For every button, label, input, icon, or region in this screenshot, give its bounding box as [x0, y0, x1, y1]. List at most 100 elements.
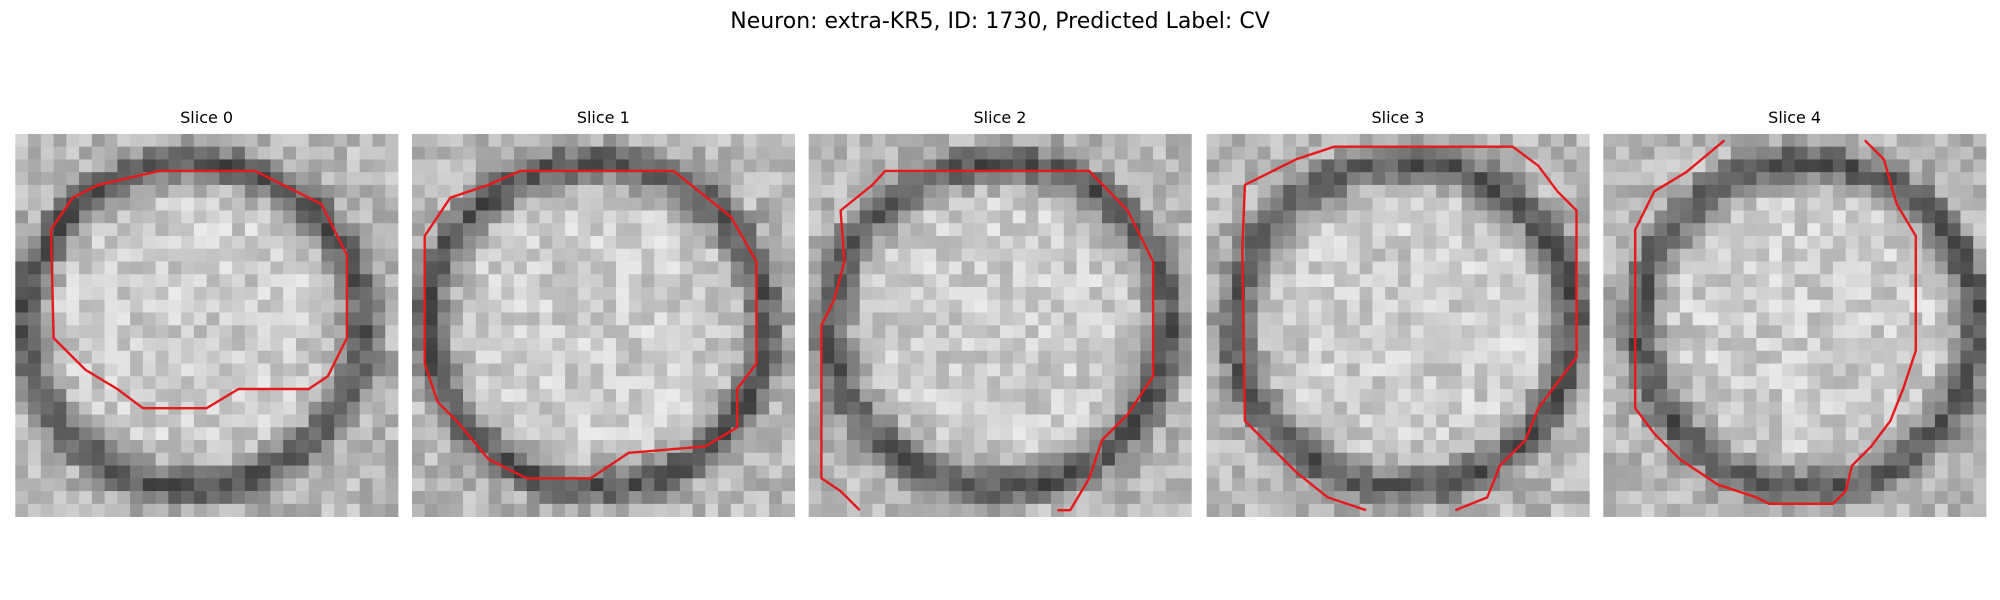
pixel [743, 452, 757, 466]
pixel [577, 184, 591, 199]
pixel [142, 223, 157, 237]
pixel [1385, 197, 1399, 211]
pixel [616, 286, 630, 301]
pixel [283, 427, 297, 441]
pixel [628, 452, 642, 466]
pixel [232, 350, 246, 364]
pixel [283, 478, 297, 492]
pixel [1308, 223, 1322, 237]
pixel [1334, 274, 1348, 288]
pixel [346, 286, 361, 301]
pixel [463, 133, 477, 148]
pixel [1883, 427, 1898, 441]
pixel [897, 146, 912, 160]
pixel [1781, 286, 1796, 301]
pixel [1487, 172, 1501, 186]
pixel [334, 261, 348, 275]
pixel [872, 197, 886, 211]
pixel [15, 465, 29, 479]
pixel [961, 491, 975, 505]
pixel [142, 133, 157, 148]
pixel [1896, 133, 1910, 148]
pixel [948, 478, 963, 492]
pixel [40, 286, 54, 301]
pixel [1947, 440, 1961, 454]
pixel [1257, 376, 1271, 390]
pixel [1436, 440, 1450, 454]
pixel [756, 172, 770, 186]
pixel [1628, 478, 1642, 492]
pixel [705, 299, 719, 313]
pixel [91, 440, 105, 454]
pixel [910, 414, 924, 428]
pixel [1051, 427, 1065, 441]
pixel [1832, 146, 1847, 160]
pixel [488, 427, 502, 441]
pixel [1270, 338, 1284, 352]
pixel [1461, 248, 1475, 262]
pixel [1641, 389, 1655, 403]
pixel [705, 261, 719, 275]
pixel [1934, 389, 1949, 403]
pixel [1321, 389, 1335, 403]
pixel [346, 261, 361, 275]
pixel [679, 338, 694, 352]
pixel [1641, 133, 1655, 148]
pixel [1206, 363, 1220, 377]
pixel [1832, 184, 1847, 199]
pixel [1781, 159, 1796, 173]
pixel [1474, 401, 1488, 415]
pixel [488, 491, 502, 505]
pixel [1628, 197, 1642, 211]
pixel [1909, 210, 1923, 224]
pixel [1667, 210, 1681, 224]
pixel [450, 503, 464, 517]
pixel [1692, 452, 1706, 466]
pixel [1219, 261, 1233, 275]
pixel [372, 389, 386, 403]
pixel [1858, 338, 1872, 352]
pixel [1270, 440, 1284, 454]
pixel [295, 159, 310, 173]
pixel [1679, 223, 1694, 237]
pixel [730, 363, 745, 377]
pixel [1896, 491, 1910, 505]
pixel [1551, 427, 1565, 441]
pixel [1051, 274, 1065, 288]
pixel [244, 325, 259, 339]
pixel [1960, 325, 1974, 339]
pixel [219, 427, 233, 441]
pixel [308, 363, 322, 377]
contour [820, 169, 1155, 512]
pixel [1883, 389, 1898, 403]
pixel [1102, 414, 1116, 428]
pixel [66, 274, 80, 288]
pixel [1692, 350, 1706, 364]
pixel [488, 503, 502, 517]
pixel [1641, 159, 1655, 173]
pixel [667, 235, 681, 250]
pixel [603, 146, 617, 160]
pixel [1283, 286, 1297, 301]
pixel [1102, 299, 1116, 313]
pixel [821, 465, 835, 479]
pixel [1616, 452, 1630, 466]
pixel [79, 491, 93, 505]
pixel [1718, 261, 1732, 275]
pixel [193, 363, 208, 377]
pixel [79, 223, 93, 237]
pixel [206, 223, 220, 237]
pixel [1244, 427, 1259, 441]
pixel [1718, 376, 1732, 390]
pixel [1038, 312, 1052, 326]
pixel [1832, 159, 1847, 173]
pixel [1372, 274, 1386, 288]
pixel [1334, 440, 1348, 454]
pixel [1858, 478, 1872, 492]
pixel [79, 427, 93, 441]
pixel [1257, 389, 1271, 403]
pixel [552, 376, 566, 390]
pixel [1051, 376, 1065, 390]
pixel [1283, 325, 1297, 339]
